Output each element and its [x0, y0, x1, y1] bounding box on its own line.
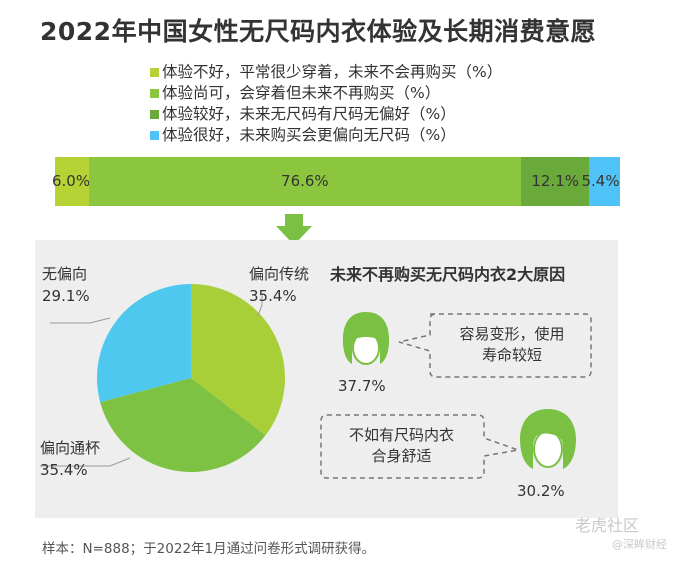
legend-item: 体验很好，未来购买会更偏向无尺码（%） [150, 125, 502, 146]
reason-text-line: 寿命较短 [481, 346, 542, 364]
speech-bubble [320, 414, 521, 479]
reason-percentage: 30.2% [517, 482, 565, 500]
legend-swatch [150, 131, 159, 140]
reasons-title: 未来不再购买无尺码内衣2大原因 [330, 265, 566, 284]
bar-data-label: 76.6% [281, 172, 329, 190]
pie-slice [100, 378, 266, 473]
pie-label-name: 无偏向 [42, 265, 88, 283]
legend-swatch [150, 68, 159, 77]
legend-label: 体验尚可，会穿着但未来不再购买（%） [162, 84, 441, 102]
woman-face-icon [342, 312, 390, 365]
reason-text-line: 合身舒适 [371, 447, 432, 465]
chart-title: 2022年中国女性无尺码内衣体验及长期消费意愿 [40, 17, 597, 46]
legend-item: 体验较好，未来无尺码有尺码无偏好（%） [150, 104, 502, 125]
pie-label-traditional: 偏向传统 35.4% [249, 263, 309, 307]
pie-label-value: 35.4% [249, 287, 297, 305]
watermark: 老虎社区 [575, 516, 640, 535]
legend-item: 体验尚可，会穿着但未来不再购买（%） [150, 83, 502, 104]
reason-text: 不如有尺码内衣 合身舒适 [324, 425, 479, 467]
bar-data-label: 5.4% [581, 172, 620, 190]
bar-segment: 6.0% [52, 157, 91, 206]
pie-label-name: 偏向通杯 [40, 439, 101, 457]
pie-slice [191, 284, 286, 436]
pie-label-value: 29.1% [42, 287, 90, 305]
bar-segment: 12.1% [521, 157, 590, 206]
legend-label: 体验不好，平常很少穿着，未来不会再购买（%） [162, 63, 503, 81]
pie-leader-line [50, 317, 111, 324]
bar-data-label: 12.1% [531, 172, 579, 190]
bar-segment: 76.6% [88, 157, 522, 206]
legend-swatch [150, 89, 159, 98]
pie-leader-line [40, 457, 131, 467]
down-arrow-icon [276, 214, 312, 245]
stacked-bar: 6.0% 76.6% 12.1% 5.4% [52, 157, 620, 206]
footnote: 样本：N=888；于2022年1月通过问卷形式调研获得。 [42, 541, 376, 557]
legend-label: 体验较好，未来无尺码有尺码无偏好（%） [162, 105, 456, 123]
speech-bubble [398, 313, 592, 378]
pie-label-name: 偏向传统 [249, 265, 310, 283]
legend: 体验不好，平常很少穿着，未来不会再购买（%） 体验尚可，会穿着但未来不再购买（%… [150, 62, 502, 146]
bar-data-label: 6.0% [52, 172, 91, 190]
reason-text-line: 容易变形，使用 [459, 325, 565, 343]
legend-swatch [150, 110, 159, 119]
reason-text-line: 不如有尺码内衣 [348, 426, 454, 444]
pie-label-value: 35.4% [40, 461, 88, 479]
reason-text: 容易变形，使用 寿命较短 [437, 324, 587, 366]
pie-slice [97, 284, 191, 403]
bar-segment: 5.4% [581, 157, 620, 206]
pie-leader-line [257, 294, 263, 317]
woman-short-hair-icon [520, 409, 576, 469]
pie-label-no-preference: 无偏向 29.1% [42, 263, 90, 307]
legend-item: 体验不好，平常很少穿着，未来不会再购买（%） [150, 62, 502, 83]
watermark-sub: @深眸财经 [612, 538, 667, 551]
reason-percentage: 37.7% [338, 377, 386, 395]
pie-label-universal: 偏向通杯 35.4% [40, 437, 100, 481]
legend-label: 体验很好，未来购买会更偏向无尺码（%） [162, 126, 456, 144]
